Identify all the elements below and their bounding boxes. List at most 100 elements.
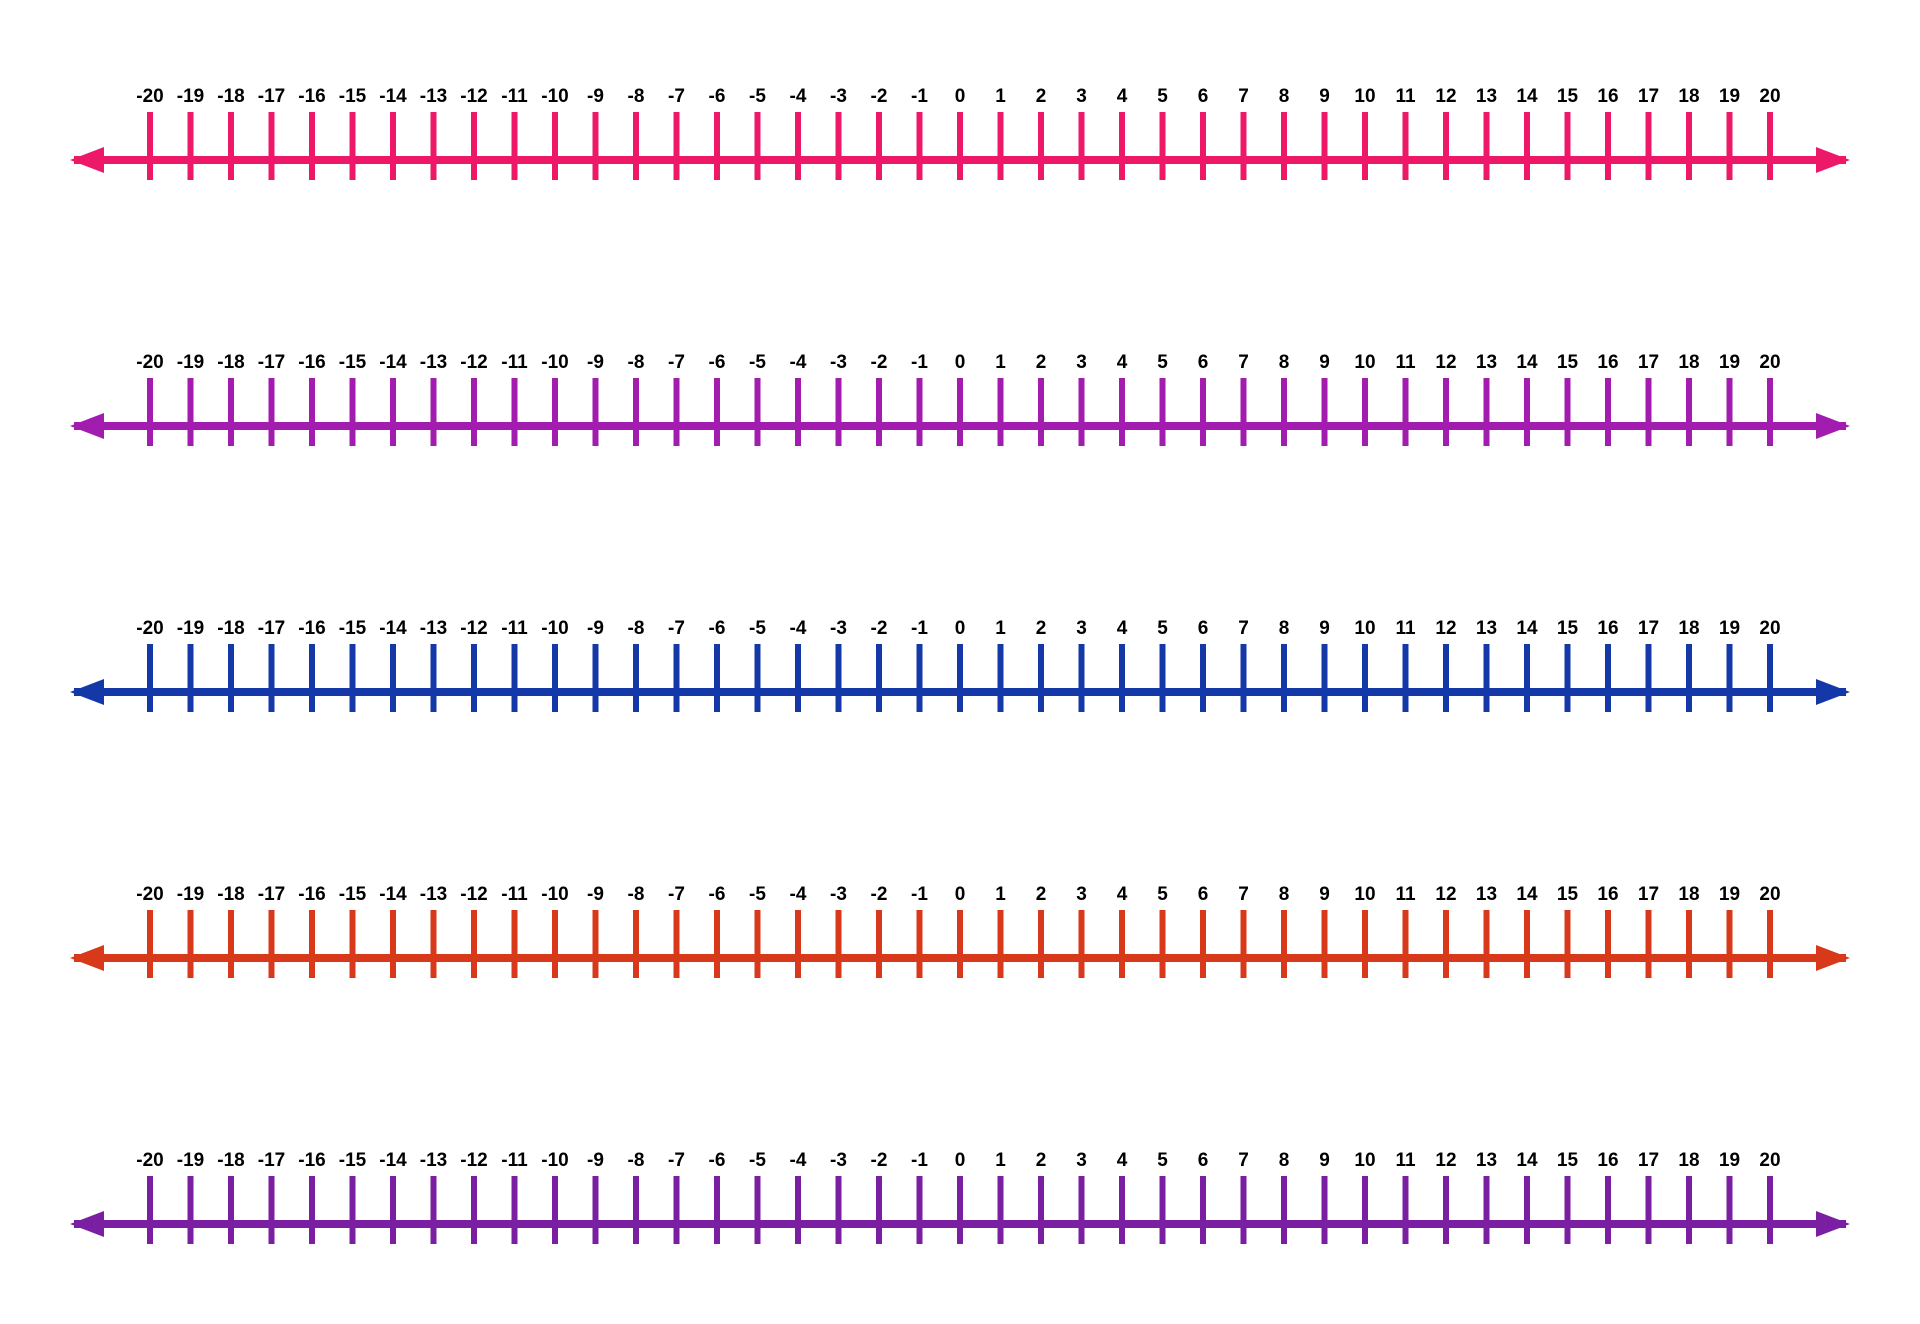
number-line-5-svg: -20-19-18-17-16-15-14-13-12-11-10-9-8-7-… (40, 1124, 1880, 1264)
tick-label: -17 (258, 1150, 285, 1171)
tick-label: 7 (1238, 884, 1249, 905)
tick-label: -6 (709, 1150, 726, 1171)
tick-label: -18 (217, 618, 244, 639)
tick-label: 2 (1036, 1150, 1047, 1171)
tick-label: -8 (628, 618, 645, 639)
number-line-1: -20-19-18-17-16-15-14-13-12-11-10-9-8-7-… (40, 60, 1880, 200)
tick-label: -15 (339, 618, 367, 639)
tick-label: -17 (258, 86, 285, 107)
tick-label: 15 (1557, 618, 1579, 639)
tick-label: 7 (1238, 1150, 1249, 1171)
tick-label: -1 (911, 352, 928, 373)
tick-label: 12 (1435, 352, 1456, 373)
tick-label: 9 (1319, 352, 1330, 373)
tick-label: -18 (217, 1150, 244, 1171)
tick-label: 8 (1279, 884, 1290, 905)
tick-label: 17 (1638, 1150, 1659, 1171)
tick-label: 15 (1557, 884, 1579, 905)
tick-label: -3 (830, 352, 847, 373)
tick-label: -13 (420, 618, 447, 639)
tick-label: 7 (1238, 618, 1249, 639)
tick-label: 15 (1557, 352, 1579, 373)
tick-label: 8 (1279, 352, 1290, 373)
tick-label: 16 (1597, 86, 1618, 107)
tick-label: -6 (709, 352, 726, 373)
tick-label: 13 (1476, 618, 1497, 639)
number-line-2: -20-19-18-17-16-15-14-13-12-11-10-9-8-7-… (40, 326, 1880, 466)
tick-label: 1 (995, 1150, 1006, 1171)
tick-label: -1 (911, 1150, 928, 1171)
arrow-left-icon (70, 945, 104, 971)
tick-label: -6 (709, 884, 726, 905)
arrow-right-icon (1816, 413, 1850, 439)
tick-label: -8 (628, 1150, 645, 1171)
tick-label: -8 (628, 86, 645, 107)
tick-label: 14 (1516, 352, 1538, 373)
arrow-right-icon (1816, 147, 1850, 173)
number-line-4: -20-19-18-17-16-15-14-13-12-11-10-9-8-7-… (40, 858, 1880, 998)
tick-label: -2 (871, 352, 888, 373)
tick-label: 3 (1076, 86, 1087, 107)
tick-label: 15 (1557, 86, 1579, 107)
tick-label: -11 (501, 884, 528, 905)
tick-label: -17 (258, 884, 285, 905)
tick-label: -19 (177, 86, 204, 107)
tick-label: -15 (339, 352, 367, 373)
tick-label: -7 (668, 618, 685, 639)
tick-label: 2 (1036, 618, 1047, 639)
tick-label: 10 (1354, 618, 1375, 639)
tick-label: -20 (136, 1150, 163, 1171)
tick-label: -20 (136, 86, 163, 107)
tick-label: -4 (790, 86, 807, 107)
tick-label: 19 (1719, 352, 1740, 373)
tick-label: 18 (1678, 884, 1699, 905)
tick-label: -16 (298, 86, 325, 107)
tick-label: -12 (460, 86, 487, 107)
tick-label: 13 (1476, 884, 1497, 905)
tick-label: -11 (501, 352, 528, 373)
tick-label: -11 (501, 1150, 528, 1171)
tick-label: 3 (1076, 884, 1087, 905)
tick-label: 11 (1395, 618, 1416, 639)
tick-label: 6 (1198, 352, 1209, 373)
tick-label: 10 (1354, 884, 1375, 905)
tick-label: 16 (1597, 884, 1618, 905)
tick-label: -16 (298, 618, 325, 639)
tick-label: -13 (420, 1150, 447, 1171)
tick-label: -4 (790, 1150, 807, 1171)
arrow-left-icon (70, 413, 104, 439)
tick-label: 14 (1516, 618, 1538, 639)
tick-label: 0 (955, 86, 966, 107)
number-line-3: -20-19-18-17-16-15-14-13-12-11-10-9-8-7-… (40, 592, 1880, 732)
tick-label: -15 (339, 884, 367, 905)
tick-label: 11 (1395, 352, 1416, 373)
tick-label: -6 (709, 618, 726, 639)
tick-label: 0 (955, 884, 966, 905)
arrow-right-icon (1816, 1211, 1850, 1237)
tick-label: -2 (871, 86, 888, 107)
tick-label: -2 (871, 1150, 888, 1171)
tick-label: -12 (460, 352, 487, 373)
tick-label: -11 (501, 86, 528, 107)
tick-label: -14 (379, 352, 407, 373)
tick-label: 20 (1759, 352, 1780, 373)
tick-label: 8 (1279, 86, 1290, 107)
tick-label: 6 (1198, 618, 1209, 639)
tick-label: -5 (749, 86, 766, 107)
tick-label: -19 (177, 1150, 204, 1171)
tick-label: -9 (587, 618, 604, 639)
tick-label: 19 (1719, 618, 1740, 639)
tick-label: -9 (587, 86, 604, 107)
tick-label: -14 (379, 86, 407, 107)
tick-label: -10 (541, 884, 568, 905)
tick-label: 0 (955, 352, 966, 373)
tick-label: -20 (136, 618, 163, 639)
tick-label: 14 (1516, 86, 1538, 107)
tick-label: 13 (1476, 352, 1497, 373)
tick-label: -3 (830, 884, 847, 905)
tick-label: 1 (995, 352, 1006, 373)
tick-label: 9 (1319, 1150, 1330, 1171)
tick-label: 2 (1036, 884, 1047, 905)
tick-label: 3 (1076, 618, 1087, 639)
tick-label: 1 (995, 618, 1006, 639)
